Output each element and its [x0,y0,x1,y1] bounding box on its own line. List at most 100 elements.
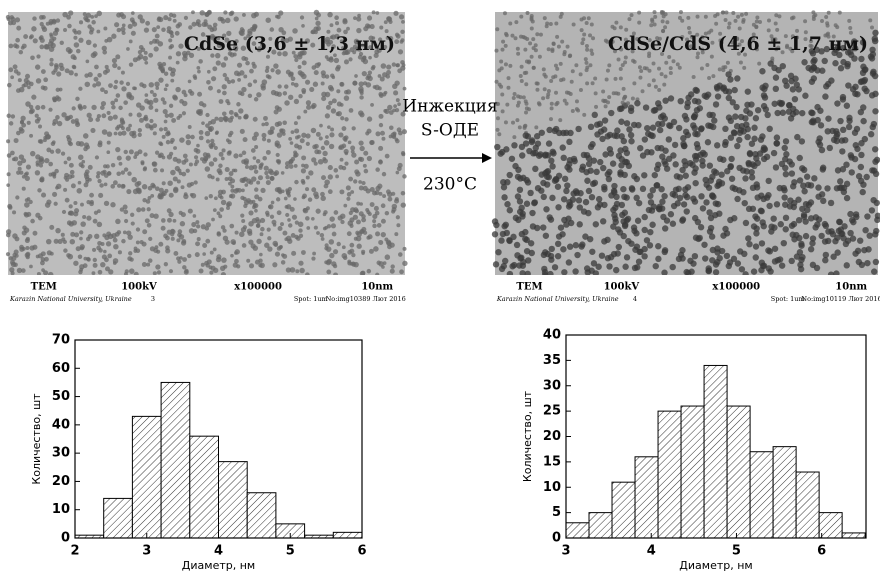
particle [507,76,511,80]
particle [92,248,96,252]
particle [796,217,802,223]
particle [44,44,49,49]
particle [153,98,158,103]
particle [306,100,311,105]
particle [170,79,174,83]
particle [549,117,553,121]
particle [868,131,874,137]
particle [155,34,160,39]
particle [163,15,168,20]
particle [98,270,103,275]
particle [293,150,297,154]
particle [607,146,613,152]
particle [525,102,529,106]
particle [670,221,676,227]
particle [561,77,565,81]
particle [727,25,731,29]
particle [560,12,564,16]
particle [264,243,269,248]
particle [103,70,108,75]
particle [239,153,243,157]
arrow-text: Инжекция [402,97,497,117]
particle [215,131,219,135]
particle [112,63,117,68]
particle [352,81,357,86]
particle [531,37,535,41]
particle [646,207,652,213]
particle [108,269,113,274]
particle [111,34,116,39]
particle [724,18,728,22]
particle [204,12,209,17]
particle [229,194,233,198]
particle [559,62,563,66]
particle [240,27,244,31]
particle [569,92,573,96]
particle [282,231,287,236]
particle [24,227,29,232]
particle [280,222,284,226]
particle [13,262,18,267]
particle [175,87,180,92]
particle [38,139,42,143]
particle [298,70,303,75]
particle [148,237,152,241]
particle [368,70,372,74]
particle [131,11,135,15]
particle [120,184,125,189]
particle [401,151,405,155]
particle [183,154,188,159]
particle [263,116,268,121]
particle [11,256,16,261]
particle [713,200,719,206]
particle [129,62,133,66]
particle [266,55,270,59]
bar [773,447,796,538]
particle [584,61,588,65]
particle [773,74,779,80]
particle [229,11,234,16]
particle [244,183,248,187]
particle [90,200,94,204]
particle [121,14,126,19]
particle [302,60,307,65]
particle [64,161,68,165]
particle [29,265,33,269]
bar [333,532,362,538]
particle [688,91,694,97]
particle [548,158,554,164]
particle [862,227,868,233]
particle [233,263,238,268]
particle [171,118,176,123]
particle [675,200,681,206]
particle [35,64,40,69]
particle [532,166,538,172]
particle [145,21,150,26]
particle [207,154,211,158]
particle [584,178,590,184]
particle [163,127,167,131]
particle [575,107,579,111]
particle [774,201,780,207]
particle [355,209,359,213]
particle [652,107,658,113]
particle [679,247,685,253]
particle [540,224,546,230]
particle [41,193,46,198]
particle [798,266,804,272]
particle [504,32,508,36]
particle [216,60,221,65]
particle [622,159,628,165]
particle [718,67,722,71]
particle [298,65,302,69]
particle [523,48,527,52]
particle [762,94,768,100]
particle [308,197,312,201]
particle [270,176,275,181]
bar [635,457,658,538]
particle [615,226,621,232]
particle [152,27,157,32]
particle [198,109,203,114]
particle [393,11,398,16]
particle [127,256,132,261]
